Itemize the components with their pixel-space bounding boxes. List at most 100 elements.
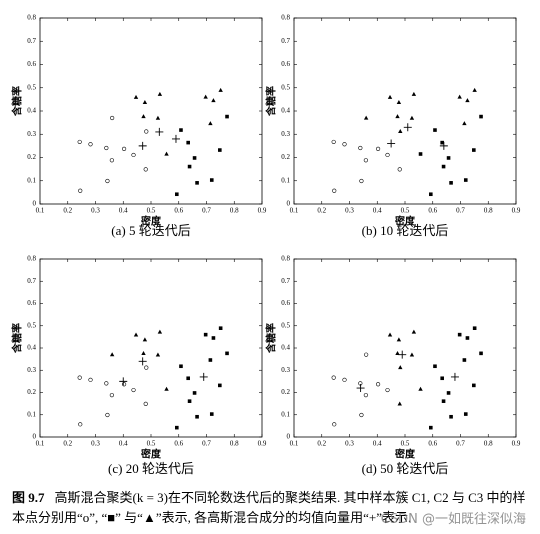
point-square (472, 326, 477, 330)
x-tick-label: 0.6 (174, 207, 183, 215)
y-tick-label: 0.5 (281, 83, 290, 91)
point-circle (342, 142, 347, 147)
x-tick-label: 0.5 (401, 207, 410, 215)
point-square (209, 178, 214, 182)
mean-plus (138, 141, 147, 150)
y-tick-label: 0.3 (281, 130, 290, 138)
point-square (218, 148, 222, 152)
y-axis-label: 含糖率 (264, 86, 277, 116)
x-tick-label: 0.1 (36, 207, 45, 215)
point-square (479, 114, 483, 119)
point-circle (332, 422, 337, 427)
plot-frame (293, 17, 517, 205)
mean-plus (398, 350, 407, 359)
point-circle (78, 188, 83, 193)
point-square (192, 156, 197, 160)
y-tick-label: 0.8 (27, 14, 36, 22)
point-triangle (409, 115, 415, 120)
y-tick-label: 0.8 (281, 255, 290, 263)
y-tick-label: 0.6 (27, 60, 36, 68)
x-axis-label: 密度 (141, 214, 162, 227)
y-tick-label: 0.5 (27, 321, 36, 329)
x-tick-label: 0.4 (373, 440, 382, 448)
point-circle (385, 152, 390, 158)
point-circle (77, 375, 82, 380)
point-circle (143, 401, 148, 406)
point-square (187, 399, 192, 403)
x-tick-label: 0.9 (258, 440, 267, 448)
point-circle (121, 382, 127, 387)
point-square (472, 383, 476, 388)
point-circle (110, 115, 115, 121)
x-tick-label: 0.3 (91, 440, 100, 448)
x-tick-label: 0.5 (401, 440, 410, 448)
point-square (186, 376, 190, 381)
y-tick-label: 0.2 (27, 388, 36, 396)
panel-caption: (a) 5 轮迭代后 (111, 223, 190, 238)
point-triangle (164, 151, 169, 156)
point-circle (77, 139, 82, 145)
point-square (192, 391, 197, 395)
y-tick-label: 0.6 (281, 299, 290, 307)
point-triangle (396, 99, 402, 104)
y-tick-label: 0.1 (27, 176, 36, 184)
y-tick-label: 0 (287, 200, 291, 208)
point-triangle (472, 87, 477, 92)
point-square (465, 336, 470, 340)
x-axis-label: 密度 (395, 214, 416, 227)
panel-caption: (c) 20 轮迭代后 (108, 461, 194, 476)
x-tick-label: 0.2 (317, 207, 326, 215)
point-square (218, 383, 222, 388)
point-circle (144, 365, 149, 370)
y-tick-label: 0.5 (27, 83, 36, 91)
point-circle (331, 375, 336, 380)
x-tick-label: 0.7 (456, 440, 465, 448)
y-tick-label: 0 (33, 433, 37, 441)
point-circle (385, 387, 390, 393)
figure-label: 图 9.7 (12, 490, 45, 505)
point-circle (331, 139, 336, 145)
point-square (472, 148, 476, 152)
x-tick-label: 0.7 (202, 207, 211, 215)
mean-plus (450, 372, 459, 381)
point-circle (104, 381, 109, 386)
point-square (211, 336, 216, 340)
x-tick-label: 0.6 (428, 207, 437, 215)
figure: 0.1 0.2 0.3 0.4 0.5 0.6 0.7 0.8 0.900.10.20.30.4… (10, 14, 521, 476)
figure-caption: 图 9.7 高斯混合聚类(k = 3)在不同轮数迭代后的聚类结果. 其中样本簇 C… (12, 488, 532, 528)
point-square (175, 192, 179, 197)
point-circle (397, 167, 402, 172)
x-tick-label: 0.2 (63, 207, 72, 215)
y-tick-label: 0.5 (281, 321, 290, 329)
y-tick-label: 0.3 (27, 130, 36, 138)
y-tick-label: 0.8 (281, 14, 290, 22)
point-triangle (395, 350, 400, 355)
x-tick-label: 0.6 (428, 440, 437, 448)
point-triangle (395, 114, 400, 119)
point-triangle (142, 99, 148, 104)
x-tick-label: 0.8 (484, 440, 493, 448)
point-circle (363, 158, 368, 163)
point-triangle (211, 98, 216, 103)
point-triangle (218, 87, 223, 92)
point-circle (109, 158, 114, 163)
y-tick-label: 0.1 (281, 410, 290, 418)
y-axis-label: 含糖率 (264, 323, 277, 353)
point-square (203, 332, 208, 337)
y-axis-label: 含糖率 (10, 86, 23, 116)
y-tick-label: 0.7 (27, 37, 36, 45)
point-square (441, 164, 446, 169)
point-square (440, 140, 444, 145)
point-square (218, 326, 223, 330)
y-tick-label: 0.8 (27, 255, 36, 263)
x-tick-label: 0.3 (91, 207, 100, 215)
point-circle (88, 377, 93, 382)
point-circle (342, 377, 347, 382)
y-axis-label: 含糖率 (10, 323, 23, 353)
point-triangle (203, 94, 208, 99)
x-tick-label: 0.7 (202, 440, 211, 448)
point-triangle (133, 94, 139, 99)
y-tick-label: 0 (33, 200, 37, 208)
x-tick-label: 0.1 (36, 440, 45, 448)
mean-plus (138, 357, 147, 366)
